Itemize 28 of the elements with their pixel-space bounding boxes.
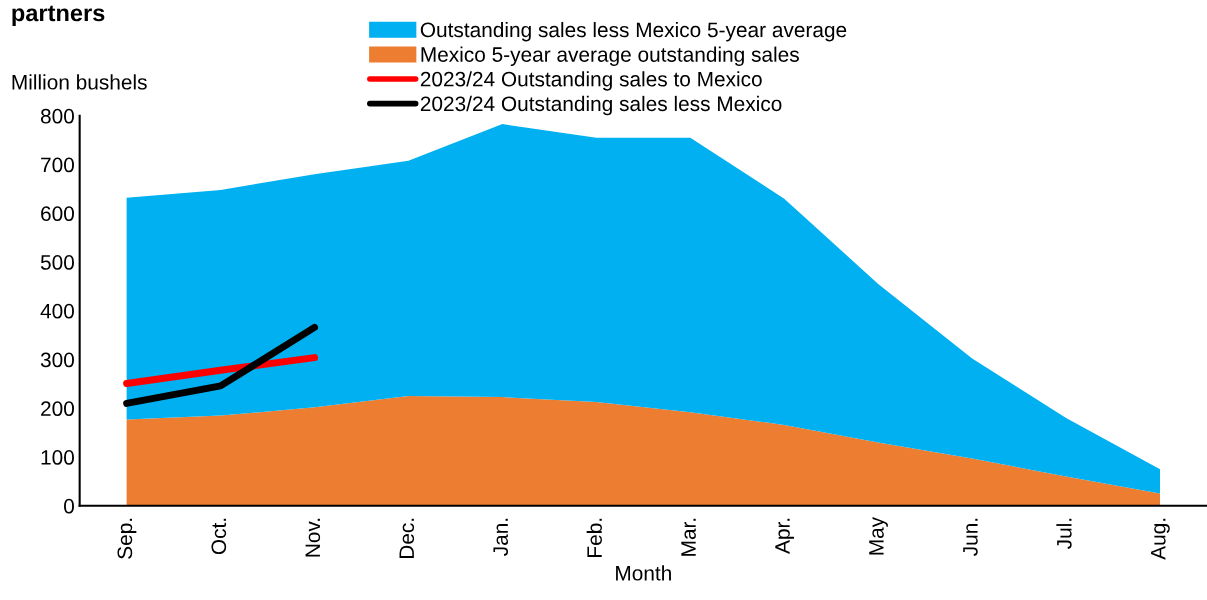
- y-tick-label: 100: [41, 450, 74, 465]
- x-tick-label: Jun.: [963, 518, 978, 556]
- legend-label: Mexico 5-year average outstanding sales: [421, 46, 799, 67]
- legend-label: Outstanding sales less Mexico 5-year average: [420, 21, 847, 42]
- legend-label: 2023/24 Outstanding sales less Mexico: [420, 95, 782, 116]
- x-tick-label: Oct.: [211, 518, 227, 555]
- y-tick-label: 600: [41, 206, 74, 222]
- y-tick-label: 0: [64, 498, 74, 514]
- y-tick-label: 700: [41, 157, 74, 173]
- x-tick-label: Sep.: [117, 518, 137, 559]
- x-tick-label: Jul.: [1056, 518, 1072, 549]
- chart-title: partners: [12, 5, 105, 26]
- x-tick-label: Feb.: [586, 518, 602, 557]
- x-tick-label: Mar.: [681, 518, 696, 556]
- y-tick-label: 400: [40, 303, 74, 319]
- y-tick-label: 200: [41, 401, 74, 417]
- y-axis-title: Million bushels: [12, 74, 147, 90]
- x-tick-label: Apr.: [775, 518, 794, 554]
- legend-label: 2023/24 Outstanding sales to Mexico: [420, 71, 762, 91]
- y-tick-label: 300: [40, 352, 74, 368]
- y-tick-label: 800: [40, 108, 74, 124]
- x-axis-title: Month: [616, 565, 671, 581]
- x-tick-label: Dec.: [399, 518, 415, 559]
- x-tick-label: Aug.: [1151, 518, 1170, 560]
- x-tick-label: Nov.: [305, 518, 321, 557]
- x-tick-label: Jan.: [493, 518, 509, 556]
- x-tick-label: May: [869, 516, 888, 555]
- y-tick-label: 500: [40, 255, 74, 270]
